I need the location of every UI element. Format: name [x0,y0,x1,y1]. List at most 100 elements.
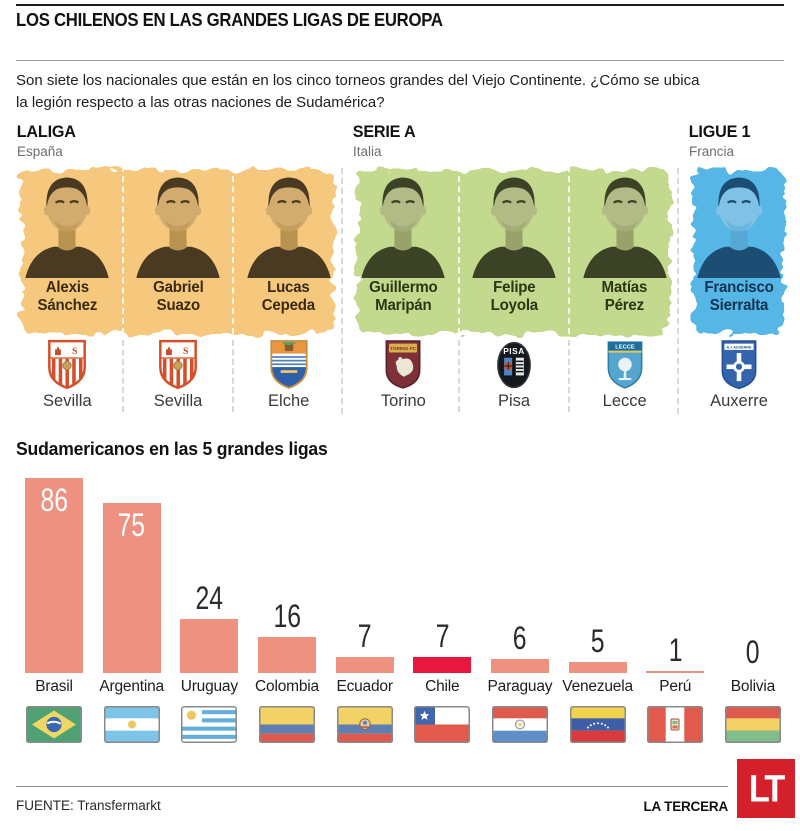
player-name: Felipe Loyola [490,279,538,314]
club-name: Pisa [497,392,531,410]
bar-zone: 75 [102,478,161,673]
bar-value: 75 [117,506,146,544]
player-name: Alexis Sánchez [37,279,98,314]
chart-column-chile: 7 Chile [413,478,472,748]
player-photo [19,168,115,283]
bar-zone: 16 [257,478,316,673]
player-name: Guillermo Maripán [369,279,438,314]
flag-venezuela-icon [569,706,627,743]
player-card: Francisco Sierralta A.J AUXERRE Auxerre [684,162,794,415]
bar [257,637,316,673]
bar-value: 7 [357,617,372,655]
player-name: Lucas Cepeda [262,279,316,314]
club-name: Sevilla [43,392,92,410]
league-name: LIGUE 1 [688,122,751,141]
league-cards: Guillermo Maripán TORINO FC Torino Felipe… [348,162,680,415]
header-divider [16,60,784,61]
bar-value: 0 [746,633,760,671]
auxerre-crest: A.J AUXERRE [684,339,794,391]
flag-chile-icon [413,706,471,743]
column-separator [677,168,679,414]
player-photo [355,168,451,283]
chart-column-argentina: 75 Argentina [99,478,164,748]
player-card: Felipe Loyola PISA Pisa [457,162,570,415]
bar-category-label: Brasil [35,678,73,695]
svg-text:TORINO FC: TORINO FC [390,346,417,352]
club-name: Auxerre [710,392,768,410]
bar-category-label: Ecuador [336,678,393,695]
club-name: Elche [268,392,310,410]
league-group-laliga: LALIGA España Alexis Sánchez S Sevilla [12,122,344,418]
bar-chart: 86 Brasil 75 Argentina 24 Uruguay 16 Colombi… [25,478,782,748]
player-card: Lucas Cepeda Elche [232,162,344,415]
intro-text: Son siete los nacionales que están en lo… [16,72,700,111]
bar-category-label: Bolivia [730,678,776,695]
top-rule [16,4,784,6]
bar [25,478,83,673]
league-country: Italia [353,144,382,159]
bar [490,659,549,673]
bar [413,657,472,673]
club-name: Torino [380,392,426,410]
flag-paraguay-icon [491,706,549,743]
player-name: Francisco Sierralta [704,279,774,314]
bar-category-label: Uruguay [180,678,238,695]
elche-crest [233,339,344,391]
flag-brasil-icon [25,706,83,743]
bar-zone: 5 [568,478,627,673]
chart-column-venezuela: 5 Venezuela [562,478,633,748]
league-group-serie-a: SERIE A Italia Guillermo Maripán TORINO FC… [348,122,680,418]
flag-bolivia-icon [724,706,782,743]
bar-value: 1 [668,631,683,669]
lt-logo: LT [737,759,795,818]
bar-value: 24 [195,579,224,617]
bar-zone: 6 [490,478,549,673]
chart-column-paraguay: 6 Paraguay [488,478,553,748]
bar-category-label: Venezuela [562,678,633,695]
bar-category-label: Perú [659,678,692,695]
league-name: SERIE A [352,122,416,141]
bar-value: 6 [513,619,527,657]
bar-zone: 86 [25,478,83,673]
svg-text:PISA: PISA [503,346,524,356]
bar-category-label: Paraguay [487,678,553,695]
player-photo [577,168,673,283]
league-group-ligue-1: LIGUE 1 Francia Francisco Sierralta A.J AU… [684,122,794,418]
bar [335,657,394,673]
league-name: LALIGA [16,122,76,141]
bar-value: 86 [40,481,68,519]
flag-uruguay-icon [180,706,238,743]
svg-text:S: S [72,346,78,357]
flag-colombia-icon [258,706,316,743]
club-name: Lecce [602,392,647,410]
sevilla-crest: S [123,339,234,391]
source-label: FUENTE: Transfermarkt [16,798,161,813]
bar-value: 7 [435,617,450,655]
lecce-crest: LECCE [569,339,680,391]
page-title: LOS CHILENOS EN LAS GRANDES LIGAS DE EUR… [16,10,443,30]
pisa-crest: PISA [459,339,570,391]
svg-text:LECCE: LECCE [615,345,635,351]
chart-column-bolivia: 0 Bolivia [724,478,782,748]
flag-argentina-icon [103,706,161,743]
bar-value: 16 [273,597,301,635]
club-name: Sevilla [153,392,203,410]
bar [102,503,161,673]
footer-divider [16,786,728,787]
player-card: Alexis Sánchez S Sevilla [12,162,123,415]
svg-text:A.J AUXERRE: A.J AUXERRE [727,345,752,349]
sevilla-crest: S [12,339,123,391]
chart-column-perú: 1 Perú [646,478,705,748]
bar-zone: 0 [724,478,782,673]
flag-peru-icon [646,706,704,743]
bar-zone: 7 [413,478,472,673]
svg-text:S: S [183,346,189,357]
chart-column-uruguay: 24 Uruguay [180,478,239,748]
chart-column-ecuador: 7 Ecuador [335,478,394,748]
player-card: Guillermo Maripán TORINO FC Torino [348,162,459,415]
bar-zone: 1 [646,478,705,673]
bar-zone: 24 [180,478,239,673]
bar [568,662,627,673]
player-card: Matías Pérez LECCE Lecce [568,162,680,415]
